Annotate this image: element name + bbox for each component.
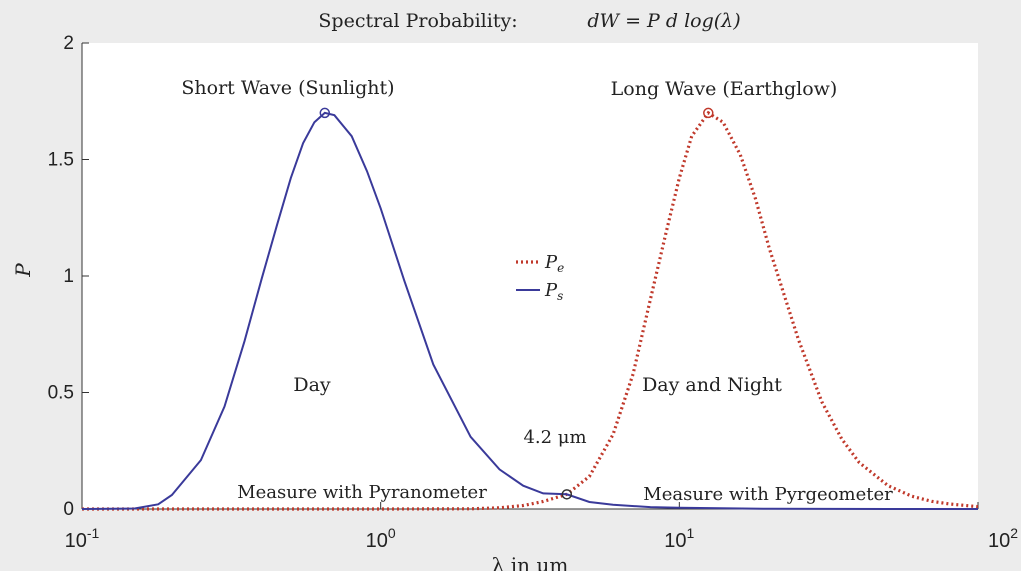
series-line-pe: [82, 110, 979, 511]
legend-label-pe: Pe: [544, 252, 564, 275]
axis-ticks: 0 0.5 1 1.5 2 10-1 100 101 102: [48, 33, 1019, 552]
x-axis-label: λ in μm: [492, 553, 569, 571]
annotation-day: Day: [293, 374, 331, 396]
y-tick-label: 0: [63, 499, 74, 520]
y-tick-label: 1: [63, 266, 74, 287]
crossing-marker: [561, 489, 573, 500]
y-axis-label: P: [11, 263, 35, 278]
legend-label-ps: Ps: [544, 280, 563, 303]
series-line-ps: [81, 111, 978, 510]
y-tick-label: 1.5: [48, 150, 74, 171]
annotation-pyrgeometer: Measure with Pyrgeometer: [643, 484, 893, 505]
x-tick-label: 10-1: [65, 525, 100, 552]
chart-title-formula: dW = P d log(λ): [587, 10, 740, 32]
annotation-crossing: 4.2 μm: [523, 427, 586, 448]
x-tick-label: 102: [988, 525, 1018, 552]
x-tick-label: 100: [366, 525, 396, 552]
chart-title: Spectral Probability:: [318, 10, 517, 32]
peak-marker-ps: [319, 107, 331, 119]
legend: Pe Ps: [516, 252, 564, 303]
annotation-pyranometer: Measure with Pyranometer: [237, 482, 487, 503]
annotation-short-wave: Short Wave (Sunlight): [181, 77, 394, 99]
peak-marker-pe: [703, 107, 714, 119]
y-tick-label: 2: [63, 33, 74, 54]
x-tick-label: 101: [664, 525, 694, 552]
plot-area: [82, 43, 978, 509]
y-tick-label: 0.5: [48, 383, 74, 404]
annotation-long-wave: Long Wave (Earthglow): [611, 78, 838, 100]
annotation-day-night: Day and Night: [642, 374, 782, 396]
